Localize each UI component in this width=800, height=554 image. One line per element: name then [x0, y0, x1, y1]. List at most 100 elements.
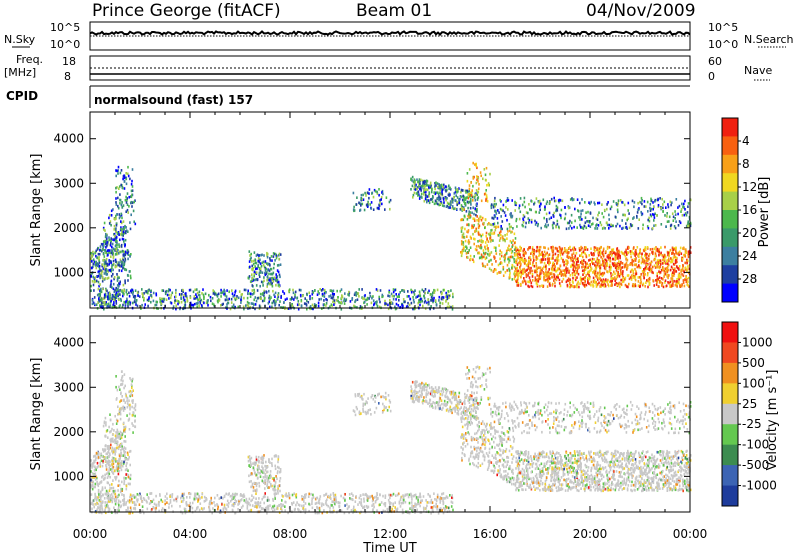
heatmap-cell: [663, 273, 666, 276]
heatmap-cell: [652, 271, 654, 275]
heatmap-cell: [466, 223, 468, 227]
heatmap-cell: [608, 265, 611, 269]
heatmap-cell: [119, 456, 121, 460]
heatmap-cell: [559, 213, 561, 217]
heatmap-cell: [662, 255, 665, 259]
heatmap-cell: [475, 189, 478, 192]
heatmap-cell: [282, 290, 284, 293]
heatmap-cell: [589, 263, 591, 266]
heatmap-cell: [448, 184, 450, 188]
heatmap-cell: [124, 450, 127, 454]
heatmap-cell: [258, 275, 261, 278]
heatmap-cell: [453, 196, 455, 199]
heatmap-cell: [90, 483, 92, 487]
heatmap-cell: [513, 232, 516, 236]
heatmap-cell: [110, 440, 112, 443]
heatmap-cell: [91, 466, 93, 469]
heatmap-cell: [103, 293, 106, 297]
heatmap-cell: [412, 298, 415, 302]
heatmap-cell: [627, 247, 629, 250]
heatmap-cell: [122, 257, 124, 260]
heatmap-cell: [545, 275, 548, 278]
heatmap-cell: [516, 271, 518, 275]
heatmap-cell: [130, 383, 133, 386]
heatmap-cell: [610, 272, 612, 275]
heatmap-cell: [211, 302, 214, 305]
heatmap-cell: [638, 276, 641, 279]
heatmap-cell: [559, 247, 562, 250]
heatmap-cell: [529, 258, 532, 262]
heatmap-cell: [493, 246, 496, 249]
heatmap-cell: [485, 231, 488, 235]
heatmap-cell: [579, 225, 582, 229]
heatmap-cell: [520, 273, 523, 277]
heatmap-cell: [645, 281, 647, 284]
heatmap-cell: [636, 246, 639, 249]
heatmap-cell: [120, 169, 123, 172]
heatmap-cell: [490, 206, 493, 210]
heatmap-cell: [152, 299, 155, 303]
heatmap-cell: [300, 288, 302, 292]
heatmap-cell: [543, 265, 545, 269]
heatmap-cell: [192, 305, 195, 309]
heatmap-cell: [125, 229, 128, 232]
heatmap-cell: [116, 419, 119, 423]
heatmap-cell: [100, 271, 103, 275]
heatmap-cell: [572, 252, 575, 255]
heatmap-cell: [510, 241, 513, 244]
heatmap-cell: [115, 230, 117, 234]
heatmap-cell: [616, 266, 619, 270]
heatmap-cell: [124, 454, 126, 458]
heatmap-cell: [592, 252, 595, 255]
heatmap-cell: [510, 231, 512, 234]
heatmap-cell: [569, 224, 572, 228]
heatmap-cell: [120, 299, 122, 302]
heatmap-cell: [569, 278, 571, 281]
heatmap-cell: [126, 208, 129, 212]
heatmap-cell: [276, 254, 279, 258]
heatmap-cell: [585, 226, 588, 230]
heatmap-cell: [618, 264, 620, 267]
heatmap-cell: [143, 298, 145, 302]
heatmap-cell: [659, 253, 662, 256]
heatmap-cell: [669, 283, 671, 287]
heatmap-cell: [555, 258, 558, 261]
heatmap-cell: [559, 249, 561, 253]
heatmap-cell: [590, 200, 592, 204]
heatmap-cell: [413, 182, 416, 186]
heatmap-cell: [447, 202, 450, 206]
heatmap-cell: [540, 253, 543, 256]
heatmap-cell: [259, 284, 261, 288]
heatmap-cell: [461, 251, 463, 255]
heatmap-cell: [687, 253, 689, 256]
heatmap-cell: [462, 208, 464, 212]
heatmap-cell: [601, 274, 604, 277]
heatmap-cell: [483, 168, 486, 171]
heatmap-cell: [120, 221, 123, 225]
heatmap-cell: [134, 295, 137, 298]
heatmap-cell: [235, 297, 238, 300]
heatmap-cell: [452, 198, 454, 201]
heatmap-cell: [522, 217, 524, 221]
heatmap-cell: [255, 267, 257, 271]
heatmap-cell: [666, 212, 668, 215]
heatmap-cell: [668, 251, 671, 254]
heatmap-cell: [665, 225, 667, 228]
heatmap-cell: [615, 264, 617, 267]
heatmap-cell: [602, 249, 605, 253]
heatmap-cell: [486, 196, 488, 200]
heatmap-cell: [133, 406, 135, 410]
heatmap-cell: [378, 295, 380, 299]
heatmap-cell: [599, 266, 602, 270]
heatmap-cell: [254, 296, 257, 299]
heatmap-cell: [531, 250, 534, 254]
heatmap-cell: [560, 251, 563, 254]
heatmap-cell: [109, 438, 112, 442]
heatmap-cell: [573, 270, 575, 273]
heatmap-cell: [120, 462, 122, 465]
heatmap-cell: [384, 302, 386, 305]
heatmap-cell: [461, 235, 464, 239]
heatmap-cell: [155, 300, 158, 304]
heatmap-cell: [289, 298, 292, 301]
heatmap-cell: [586, 248, 589, 251]
